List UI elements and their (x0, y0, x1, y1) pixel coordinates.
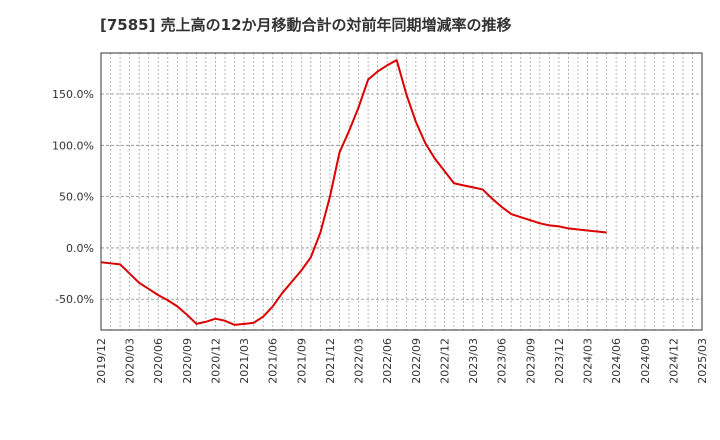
y-tick-label: 50.0% (59, 191, 94, 204)
series-layer (100, 59, 607, 326)
y-tick-label: 0.0% (66, 242, 94, 255)
x-tick-label: 2025/03 (696, 338, 709, 384)
y-axis-ticks: -50.0% 0.0% 50.0% 100.0% 150.0% (52, 88, 94, 306)
x-tick-label: 2023/09 (524, 338, 537, 384)
x-tick-label: 2020/06 (152, 338, 165, 384)
x-tick-label: 2020/03 (124, 338, 137, 384)
x-tick-label: 2020/09 (181, 338, 194, 384)
x-tick-label: 2021/03 (238, 338, 251, 384)
y-tick-label: 100.0% (52, 139, 94, 152)
y-tick-label: 150.0% (52, 88, 94, 101)
x-tick-label: 2021/06 (267, 338, 280, 384)
x-tick-label: 2023/12 (553, 338, 566, 384)
x-tick-label: 2023/03 (467, 338, 480, 384)
x-tick-label: 2022/12 (438, 338, 451, 384)
x-tick-label: 2022/06 (381, 338, 394, 384)
x-tick-label: 2024/12 (667, 338, 680, 384)
x-tick-label: 2021/12 (324, 338, 337, 384)
plot-frame (100, 52, 703, 331)
x-tick-label: 2024/03 (582, 338, 595, 384)
chart-title: [7585] 売上高の12か月移動合計の対前年同期増減率の推移 (100, 16, 512, 34)
x-tick-label: 2020/12 (209, 338, 222, 384)
x-tick-label: 2024/09 (639, 338, 652, 384)
x-tick-label: 2022/09 (410, 338, 423, 384)
x-tick-label: 2019/12 (95, 338, 108, 384)
series-line (100, 59, 607, 326)
y-tick-label: -50.0% (55, 293, 94, 306)
x-tick-label: 2023/06 (496, 338, 509, 384)
x-tick-label: 2024/06 (610, 338, 623, 384)
grid (101, 53, 702, 330)
x-axis-ticks: 2019/12 2020/03 2020/06 2020/09 2020/12 2021/… (95, 338, 709, 384)
x-tick-label: 2021/09 (295, 338, 308, 384)
x-tick-label: 2022/03 (353, 338, 366, 384)
